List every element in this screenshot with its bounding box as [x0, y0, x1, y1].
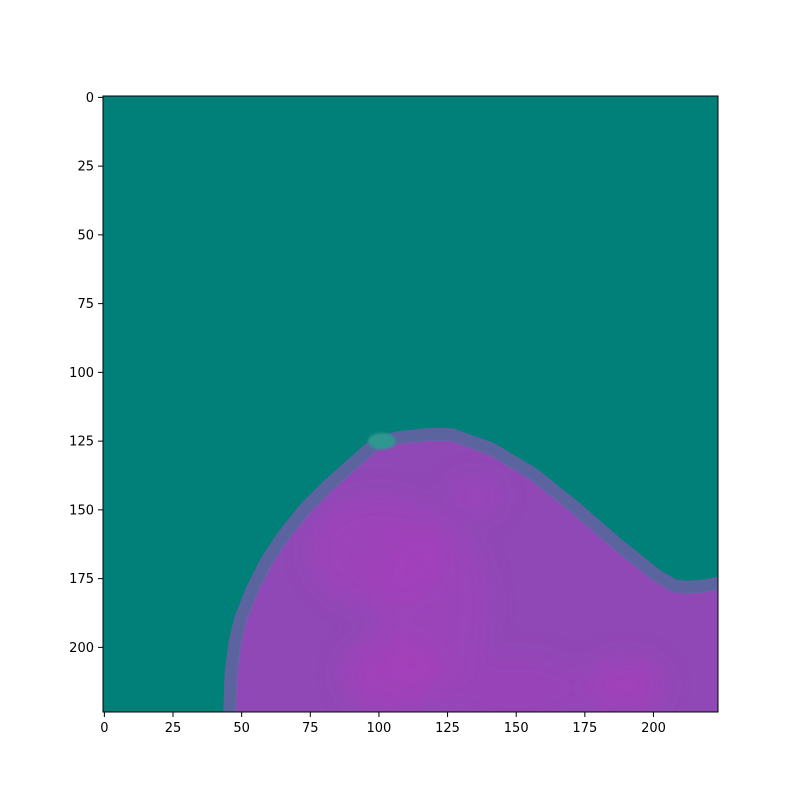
- x-tick-label: 175: [572, 721, 597, 736]
- plot-area: [103, 96, 718, 712]
- heatmap-artifact: [367, 432, 396, 450]
- x-tick-label: 75: [302, 721, 319, 736]
- y-tick-label: 0: [86, 91, 94, 106]
- x-tick-label: 125: [435, 721, 460, 736]
- heatmap-region: [223, 428, 718, 712]
- y-tick-label: 100: [69, 366, 94, 381]
- y-tick-label: 75: [77, 297, 94, 312]
- x-tick-label: 150: [504, 721, 529, 736]
- y-tick-label: 200: [69, 641, 94, 656]
- y-tick-label: 50: [77, 228, 94, 243]
- y-tick-label: 175: [69, 572, 94, 587]
- y-axis: 0 25 50 75 100 125 150 175 200: [69, 91, 103, 656]
- heatmap-highlight-blob: [447, 655, 585, 712]
- x-tick-label: 25: [165, 721, 182, 736]
- y-tick-label: 150: [69, 503, 94, 518]
- x-tick-label: 100: [367, 721, 392, 736]
- plot-frame: [102, 95, 719, 713]
- y-tick-label: 125: [69, 435, 94, 450]
- heatmap-highlights: [310, 476, 665, 712]
- x-tick-label: 50: [233, 721, 250, 736]
- y-tick-label: 25: [77, 160, 94, 175]
- x-tick-label: 200: [641, 721, 666, 736]
- x-tick-label: 0: [100, 721, 108, 736]
- heatmap-highlight-blob: [447, 476, 503, 516]
- heatmap-highlight-blob: [587, 658, 665, 712]
- x-axis: 0 25 50 75 100 125 150 175 200: [100, 712, 666, 736]
- heatmap-highlight-blob: [343, 636, 443, 712]
